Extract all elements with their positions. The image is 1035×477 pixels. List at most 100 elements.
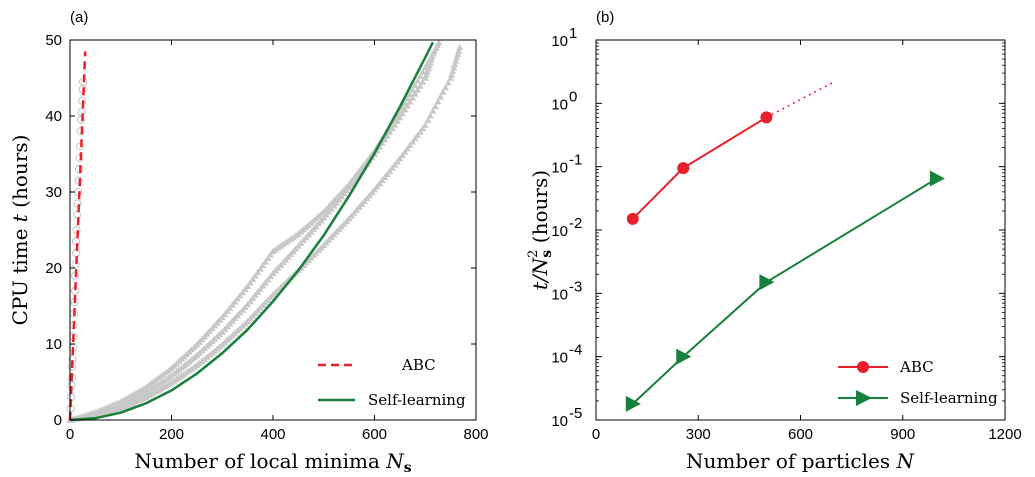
- y-tick-exponent-b: -5: [569, 405, 582, 422]
- self-learning-data-point: [411, 90, 419, 97]
- ticks-a: 0 200 400 600 800 0 10 20 30 40 50: [45, 32, 488, 443]
- x-tick-label-a: 600: [362, 426, 387, 443]
- self-learning-data-point: [401, 148, 409, 155]
- y-tick-label-b: 10: [551, 33, 568, 50]
- self-learning-data-point: [454, 50, 462, 57]
- self-learning-data-point: [259, 261, 267, 269]
- y-tick-label-b: 10: [551, 350, 568, 367]
- abc-data-point: [76, 142, 85, 151]
- x-tick-label-b: 600: [788, 426, 813, 443]
- self-learning-data-point: [398, 110, 406, 117]
- self-learning-data-point: [414, 86, 422, 93]
- legend-marker-abc-b: [857, 361, 869, 373]
- y-tick-label-a: 30: [45, 184, 62, 201]
- self-learning-data-point: [453, 53, 461, 61]
- legend-label-abc-b: ABC: [899, 358, 934, 376]
- panel-label-a: (a): [70, 9, 88, 26]
- self-learning-data-point: [435, 39, 443, 46]
- x-tick-label-b: 300: [686, 426, 711, 443]
- series-lines-b: [625, 80, 945, 412]
- y-tick-label-a: 10: [45, 336, 62, 353]
- y-tick-exponent-b: 1: [569, 25, 577, 42]
- self-learning-data-point: [406, 90, 414, 98]
- self-learning-data-point: [396, 155, 404, 162]
- x-tick-label-a: 400: [260, 426, 285, 443]
- self-learning-data-point: [348, 180, 356, 187]
- scatter-points-a: [66, 39, 464, 423]
- legend-label-self-learning: Self-learning: [368, 391, 466, 409]
- self-learning-data-point: [448, 71, 456, 78]
- self-learning-data-point: [406, 141, 414, 148]
- y-tick-label-b: 10: [551, 96, 568, 113]
- y-tick-exponent-b: 0: [569, 88, 577, 105]
- self-learning-line: [632, 177, 938, 405]
- y-tick-label-b: 10: [551, 223, 568, 240]
- y-tick-label-b: 10: [551, 160, 568, 177]
- self-learning-data-point: [455, 47, 463, 54]
- self-learning-data-point: [414, 131, 422, 138]
- self-learning-data-point: [451, 60, 459, 68]
- self-learning-data-point: [383, 132, 391, 139]
- abc-marker: [677, 162, 690, 175]
- panel-a: (a) 0 200 400 600 800 0 10 20 30 40 50 Number of l…: [8, 9, 489, 476]
- self-learning-marker: [759, 274, 775, 291]
- self-learning-data-point: [416, 82, 424, 89]
- self-learning-data-point: [426, 112, 434, 119]
- self-learning-data-point: [419, 78, 427, 85]
- fit-lines-a: [68, 41, 434, 422]
- self-learning-data-point: [345, 183, 353, 191]
- self-learning-data-point: [414, 77, 422, 84]
- self-learning-data-point: [449, 67, 457, 74]
- self-learning-data-point: [452, 57, 460, 64]
- self-learning-data-point: [429, 107, 437, 114]
- self-learning-data-point: [381, 135, 389, 143]
- self-learning-data-point: [403, 102, 411, 109]
- abc-data-point: [75, 153, 84, 162]
- y-tick-label-a: 50: [45, 32, 62, 49]
- self-learning-data-point: [409, 86, 417, 93]
- self-learning-data-point: [430, 47, 438, 54]
- x-tick-label-a: 0: [66, 426, 74, 443]
- legend-b: ABC Self-learning: [838, 358, 998, 407]
- x-tick-label-b: 0: [592, 426, 600, 443]
- x-tick-label-b: 1200: [988, 426, 1021, 443]
- self-learning-data-point: [396, 114, 404, 121]
- self-learning-data-point: [261, 258, 269, 265]
- legend-marker-self-learning-b: [856, 390, 872, 406]
- y-tick-label-b: 10: [551, 413, 568, 430]
- self-learning-data-point: [388, 124, 396, 132]
- self-learning-data-point: [246, 279, 254, 286]
- y-tick-label-a: 40: [45, 108, 62, 125]
- abc-data-point: [76, 127, 85, 136]
- self-learning-data-point: [398, 151, 406, 159]
- self-learning-data-point: [444, 79, 452, 86]
- self-learning-data-point: [386, 128, 394, 135]
- self-learning-data-point: [442, 83, 450, 91]
- x-tick-label-a: 800: [463, 426, 488, 443]
- self-learning-data-point: [416, 72, 424, 80]
- self-learning-data-point: [393, 117, 401, 124]
- y-tick-label-b: 10: [551, 286, 568, 303]
- x-axis-label-a: Number of local minima Ns: [134, 449, 411, 476]
- legend-label-abc: ABC: [401, 356, 436, 374]
- y-tick-exponent-b: -3: [569, 278, 582, 295]
- self-learning-data-point: [431, 102, 439, 110]
- abc-marker: [626, 212, 639, 225]
- self-learning-data-point: [419, 68, 427, 75]
- y-tick-exponent-b: -2: [569, 215, 582, 232]
- panel-label-b: (b): [596, 9, 614, 26]
- self-learning-data-point: [266, 251, 274, 258]
- self-learning-data-point: [251, 272, 259, 279]
- y-tick-exponent-b: -1: [569, 152, 582, 169]
- self-learning-data-point: [456, 43, 464, 51]
- self-learning-data-point: [264, 254, 272, 262]
- self-learning-data-point: [403, 145, 411, 152]
- abc-marker: [760, 111, 773, 124]
- y-tick-exponent-b: -4: [569, 342, 582, 359]
- self-learning-marker: [625, 395, 641, 412]
- self-learning-data-point: [409, 138, 417, 145]
- y-axis-label-a: CPU time t (hours): [8, 135, 32, 326]
- y-axis-label-b: t/Ns2 (hours): [526, 170, 555, 290]
- legend-a: ABC Self-learning: [318, 356, 466, 409]
- self-learning-data-point: [244, 282, 252, 290]
